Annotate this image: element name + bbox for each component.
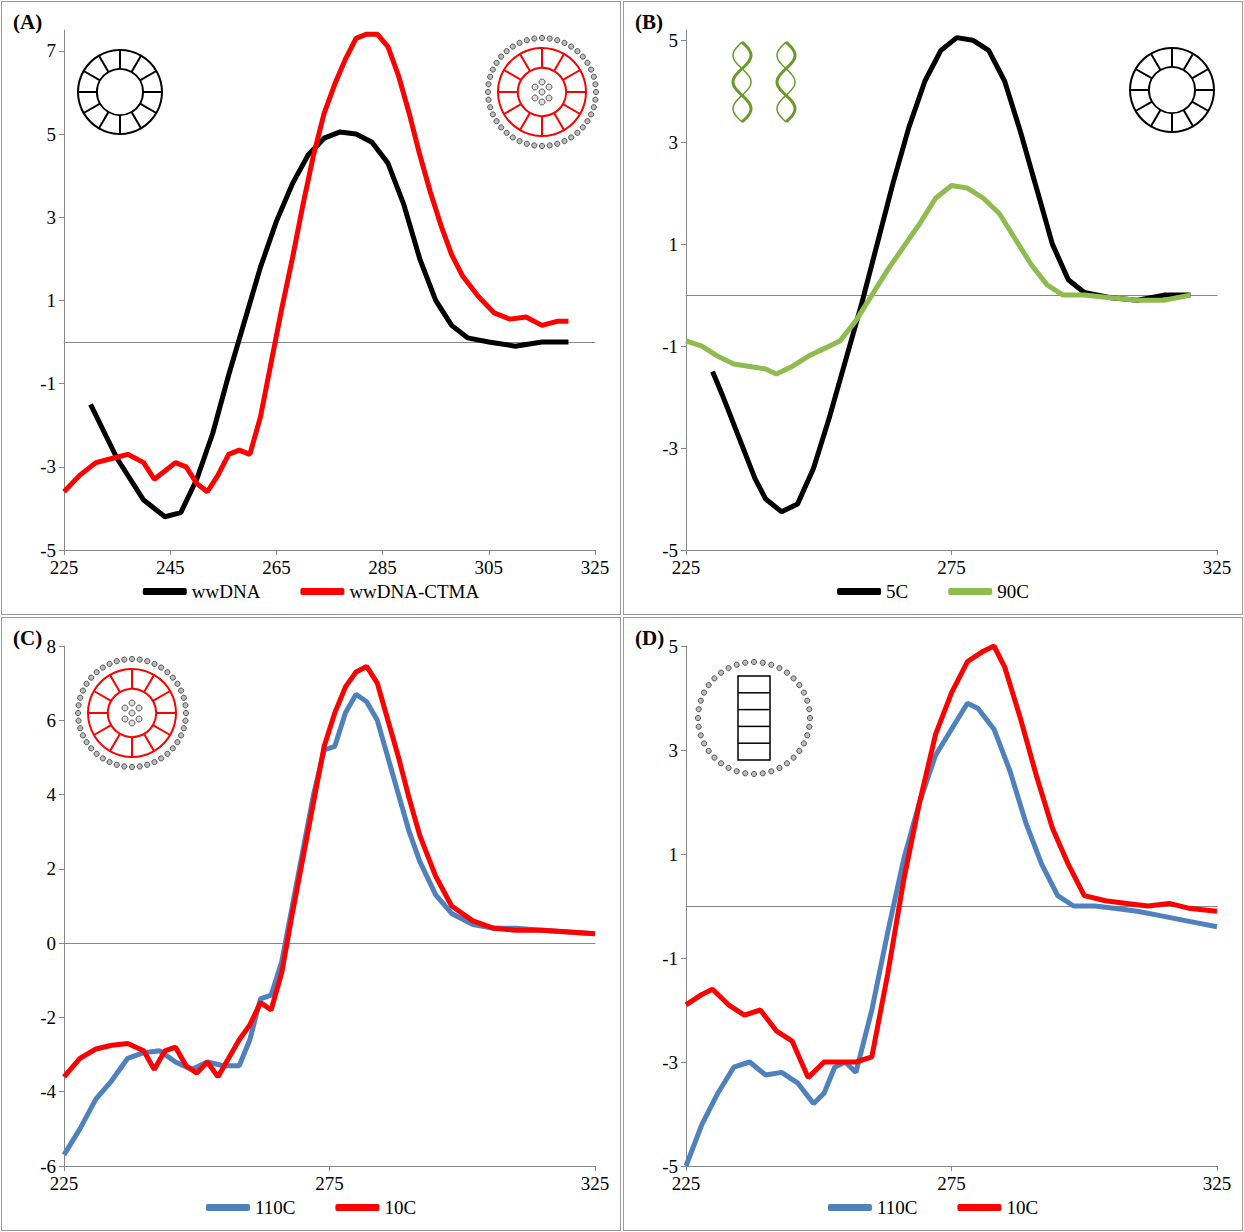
svg-text:-4: -4 [40,1081,56,1102]
svg-text:5: 5 [669,30,679,51]
svg-text:7: 7 [47,40,57,61]
svg-text:110C: 110C [877,1197,917,1218]
svg-text:325: 325 [1203,557,1232,578]
svg-text:245: 245 [156,557,185,578]
svg-text:wwDNA-CTMA: wwDNA-CTMA [349,581,479,602]
svg-text:-5: -5 [662,1155,678,1177]
svg-text:3: 3 [47,207,57,228]
svg-text:10C: 10C [1006,1197,1038,1218]
svg-text:(C): (C) [13,626,42,650]
svg-text:305: 305 [475,557,504,578]
svg-text:225: 225 [672,1173,701,1194]
svg-text:10C: 10C [384,1197,416,1218]
svg-text:4: 4 [47,784,57,805]
svg-text:-3: -3 [40,456,56,477]
svg-text:5: 5 [47,124,57,145]
svg-text:-1: -1 [662,948,678,969]
svg-text:1: 1 [669,844,679,865]
svg-text:2: 2 [47,858,57,879]
svg-text:-1: -1 [40,373,56,394]
svg-text:1: 1 [669,234,679,255]
svg-text:(A): (A) [13,10,42,34]
svg-text:-2: -2 [40,1007,56,1028]
svg-text:-5: -5 [662,539,678,561]
svg-text:5: 5 [669,636,679,657]
svg-text:275: 275 [315,1173,344,1194]
svg-text:225: 225 [50,557,79,578]
svg-text:wwDNA: wwDNA [192,581,261,602]
svg-text:325: 325 [581,1173,610,1194]
svg-text:1: 1 [47,290,57,311]
svg-text:8: 8 [47,636,57,657]
svg-text:325: 325 [1203,1173,1232,1194]
svg-text:-3: -3 [662,1052,678,1073]
svg-text:110C: 110C [255,1197,295,1218]
svg-text:5C: 5C [886,581,908,602]
svg-text:3: 3 [669,740,679,761]
svg-text:-3: -3 [662,438,678,459]
svg-text:285: 285 [368,557,397,578]
svg-text:-6: -6 [40,1155,56,1177]
svg-text:-1: -1 [662,336,678,357]
svg-text:275: 275 [937,557,966,578]
svg-text:90C: 90C [997,581,1029,602]
svg-text:325: 325 [581,557,610,578]
svg-text:(D): (D) [635,626,664,650]
svg-text:(B): (B) [635,10,663,34]
svg-text:225: 225 [672,557,701,578]
svg-text:-5: -5 [40,539,56,561]
svg-text:3: 3 [669,132,679,153]
svg-text:275: 275 [937,1173,966,1194]
svg-text:225: 225 [50,1173,79,1194]
svg-text:265: 265 [262,557,291,578]
svg-text:6: 6 [47,710,57,731]
svg-text:0: 0 [47,933,57,954]
